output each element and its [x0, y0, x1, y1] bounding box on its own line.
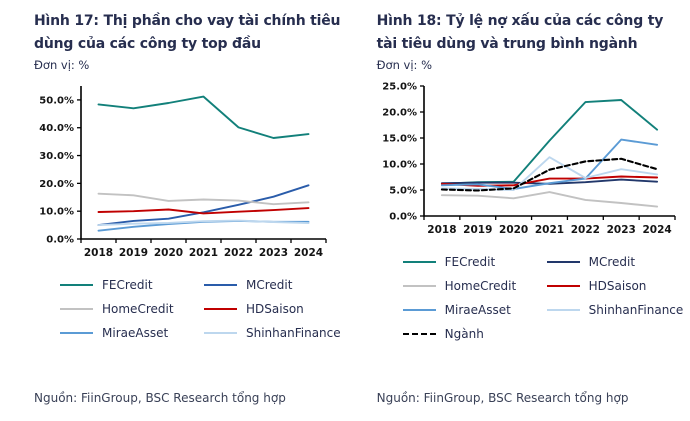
- legend-line-swatch: [546, 285, 580, 288]
- legend-label: ShinhanFinance: [588, 303, 684, 318]
- x-tick-label: 2021: [189, 247, 218, 259]
- legend-item-shinhanfinance: ShinhanFinance: [546, 303, 684, 318]
- x-tick-label: 2022: [570, 224, 599, 236]
- legend-line-swatch: [546, 261, 580, 264]
- series-line-fecredit: [440, 99, 658, 186]
- series-line-fecredit: [97, 95, 310, 140]
- legend-line-swatch: [60, 308, 93, 311]
- y-tick-label: 20.0%: [39, 179, 74, 190]
- legend-line-swatch: [60, 284, 93, 287]
- y-tick-label: 10.0%: [39, 207, 74, 218]
- legend-line-swatch: [402, 261, 436, 264]
- y-tick-label: 30.0%: [39, 151, 74, 162]
- x-tick-label: 2022: [224, 247, 253, 259]
- legend-label: HDSaison: [588, 279, 647, 294]
- legend-item-homecredit: HomeCredit: [60, 302, 196, 316]
- figure-18-column: Hình 18: Tỷ lệ nợ xấu của các công ty tà…: [377, 10, 684, 421]
- figure-17-column: Hình 17: Thị phần cho vay tài chính tiêu…: [34, 10, 341, 421]
- x-tick-label: 2020: [154, 247, 183, 259]
- legend-label: FECredit: [444, 255, 496, 270]
- y-tick-label: 0.0%: [389, 212, 417, 223]
- npl-ratio-line-chart: 0.0% 5.0% 10.0% 15.0% 20.0% 25.0% 2018 2019 2020…: [382, 82, 676, 236]
- legend-line-swatch: [402, 333, 436, 336]
- x-tick-label: 2018: [84, 247, 113, 259]
- legend-label: MCredit: [588, 255, 636, 270]
- legend-line-swatch: [204, 332, 237, 335]
- legend-label: MCredit: [246, 278, 293, 293]
- legend-line-swatch: [60, 332, 93, 335]
- x-tick-label: 2021: [535, 224, 564, 236]
- x-tick-label: 2023: [606, 224, 635, 236]
- x-tick-label: 2023: [259, 247, 288, 259]
- legend-line-swatch: [546, 309, 580, 312]
- legend-line-swatch: [402, 285, 436, 288]
- legend-item-hdsaison: HDSaison: [204, 302, 341, 316]
- legend-item-ngành: Ngành: [402, 327, 539, 342]
- y-tick-label: 5.0%: [389, 186, 417, 197]
- figure-18-source: Nguồn: FiinGroup, BSC Research tổng hợp: [376, 391, 629, 405]
- x-tick-label: 2019: [119, 247, 148, 259]
- series-line-hdsaison: [97, 207, 310, 215]
- legend-item-shinhanfinance: ShinhanFinance: [204, 326, 341, 340]
- x-tick-label: 2020: [499, 224, 528, 236]
- figure-18-legend: FECredit MCredit HomeCredit HDSaison MiraeAs…: [402, 255, 684, 342]
- legend-label: MiraeAsset: [444, 303, 511, 318]
- figure-17-source: Nguồn: FiinGroup, BSC Research tổng hợp: [34, 391, 286, 405]
- legend-label: HDSaison: [246, 302, 304, 317]
- y-tick-label: 20.0%: [382, 108, 417, 119]
- legend-line-swatch: [204, 308, 237, 311]
- series-line-shinhanfinance: [440, 156, 658, 192]
- y-tick-label: 50.0%: [39, 96, 74, 107]
- y-tick-label: 15.0%: [382, 134, 417, 145]
- series-line-miraeasset: [440, 138, 658, 191]
- legend-label: HomeCredit: [444, 279, 517, 294]
- legend-label: ShinhanFinance: [246, 326, 341, 341]
- legend-item-hdsaison: HDSaison: [546, 279, 684, 294]
- series-line-hdsaison: [440, 175, 658, 188]
- legend-item-fecredit: FECredit: [60, 278, 196, 292]
- y-tick-label: 25.0%: [382, 82, 417, 93]
- figure-17-legend: FECredit MCredit HomeCredit HDSaison MiraeAs…: [60, 278, 341, 340]
- legend-label: MiraeAsset: [102, 326, 169, 341]
- legend-item-mcredit: MCredit: [546, 255, 684, 270]
- legend-line-swatch: [402, 309, 436, 312]
- legend-item-mcredit: MCredit: [204, 278, 341, 292]
- series-line-ngành: [440, 158, 658, 192]
- legend-label: Ngành: [444, 327, 484, 342]
- legend-item-homecredit: HomeCredit: [402, 279, 539, 294]
- y-tick-label: 0.0%: [46, 235, 74, 246]
- legend-item-fecredit: FECredit: [402, 255, 539, 270]
- figure-18-title: Hình 18: Tỷ lệ nợ xấu của các công ty tà…: [376, 13, 664, 52]
- series-line-homecredit: [97, 193, 310, 206]
- series-line-shinhanfinance: [97, 219, 310, 227]
- legend-item-miraeasset: MiraeAsset: [402, 303, 539, 318]
- figure-18-unit-label: Đơn vị: %: [376, 58, 432, 73]
- legend-line-swatch: [204, 284, 237, 287]
- series-line-mcredit: [97, 184, 310, 227]
- x-tick-label: 2024: [642, 224, 671, 236]
- market-share-line-chart: 0.0% 10.0% 20.0% 30.0% 40.0% 50.0% 2018 2019 202…: [39, 86, 327, 259]
- figure-17-unit-label: Đơn vị: %: [34, 58, 90, 73]
- y-tick-label: 10.0%: [382, 160, 417, 171]
- legend-item-miraeasset: MiraeAsset: [60, 326, 196, 340]
- series-line-homecredit: [440, 191, 658, 208]
- legend-label: HomeCredit: [102, 302, 174, 317]
- x-tick-label: 2024: [294, 247, 323, 259]
- y-tick-label: 40.0%: [39, 124, 74, 135]
- legend-label: FECredit: [102, 278, 153, 293]
- figure-17-title: Hình 17: Thị phần cho vay tài chính tiêu…: [34, 13, 341, 52]
- x-tick-label: 2019: [463, 224, 492, 236]
- x-tick-label: 2018: [427, 224, 456, 236]
